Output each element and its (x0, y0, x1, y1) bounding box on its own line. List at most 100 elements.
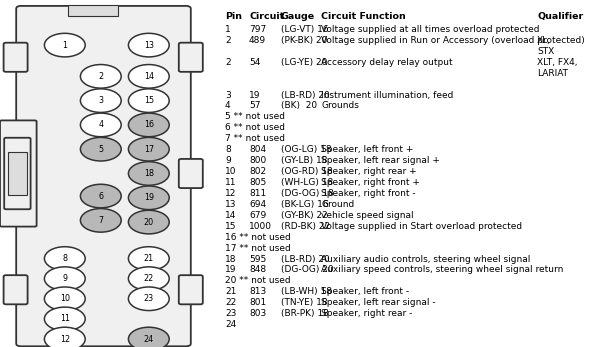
Text: (GY-LB) 18: (GY-LB) 18 (281, 156, 328, 165)
Text: (GY-BK) 22: (GY-BK) 22 (281, 211, 328, 220)
Circle shape (128, 89, 169, 112)
Text: 54: 54 (249, 58, 260, 67)
Text: Auxiliary audio controls, steering wheel signal: Auxiliary audio controls, steering wheel… (321, 254, 530, 263)
Circle shape (128, 137, 169, 161)
Circle shape (128, 186, 169, 210)
Text: 22: 22 (225, 298, 236, 307)
Text: 805: 805 (249, 178, 266, 187)
Text: 4: 4 (98, 120, 103, 129)
Text: 12: 12 (60, 335, 70, 344)
Circle shape (44, 287, 85, 311)
Text: 13: 13 (144, 41, 154, 50)
Text: 16 ** not used: 16 ** not used (225, 232, 291, 242)
Circle shape (128, 210, 169, 234)
Text: 22: 22 (143, 274, 154, 283)
Text: 9: 9 (62, 274, 67, 283)
Circle shape (128, 327, 169, 347)
Text: 5: 5 (98, 145, 103, 154)
Text: 19: 19 (144, 193, 154, 202)
Text: (RD-BK) 22: (RD-BK) 22 (281, 222, 330, 231)
Text: 5 ** not used: 5 ** not used (225, 112, 285, 121)
FancyBboxPatch shape (179, 43, 203, 72)
Circle shape (128, 267, 169, 290)
Text: Grounds: Grounds (321, 101, 359, 110)
Circle shape (128, 113, 169, 137)
Text: 7 ** not used: 7 ** not used (225, 134, 285, 143)
Text: Voltage supplied in Run or Accessory (overload protected): Voltage supplied in Run or Accessory (ov… (321, 36, 585, 45)
Text: 11: 11 (60, 314, 70, 323)
Text: 6 ** not used: 6 ** not used (225, 123, 285, 132)
Text: 1: 1 (225, 25, 231, 34)
Text: (DG-OG) 18: (DG-OG) 18 (281, 189, 334, 198)
Text: (LB-WH) 18: (LB-WH) 18 (281, 287, 332, 296)
Circle shape (128, 33, 169, 57)
Text: Speaker, right rear +: Speaker, right rear + (321, 167, 416, 176)
Text: 23: 23 (225, 309, 236, 318)
FancyBboxPatch shape (4, 275, 28, 304)
Text: 17 ** not used: 17 ** not used (225, 244, 291, 253)
Text: 11: 11 (225, 178, 236, 187)
Text: 2: 2 (98, 72, 103, 81)
Text: (LG-YE) 20: (LG-YE) 20 (281, 58, 327, 67)
Text: 16: 16 (144, 120, 154, 129)
Text: Speaker, left rear signal +: Speaker, left rear signal + (321, 156, 440, 165)
Text: 3: 3 (98, 96, 103, 105)
Text: (PK-BK) 20: (PK-BK) 20 (281, 36, 327, 45)
Circle shape (44, 327, 85, 347)
Text: (TN-YE) 18: (TN-YE) 18 (281, 298, 328, 307)
FancyBboxPatch shape (4, 159, 28, 188)
Text: Speaker, right front -: Speaker, right front - (321, 189, 416, 198)
Text: 595: 595 (249, 254, 266, 263)
Text: (BR-PK) 18: (BR-PK) 18 (281, 309, 329, 318)
Text: XLT, FX4,: XLT, FX4, (537, 58, 577, 67)
FancyBboxPatch shape (8, 152, 27, 195)
Text: 14: 14 (144, 72, 154, 81)
Text: (OG-RD) 18: (OG-RD) 18 (281, 167, 332, 176)
Text: Circuit: Circuit (249, 12, 284, 21)
Text: 3: 3 (225, 91, 231, 100)
Text: Ground: Ground (321, 200, 354, 209)
FancyBboxPatch shape (68, 5, 118, 16)
Circle shape (80, 137, 121, 161)
Text: 489: 489 (249, 36, 266, 45)
Circle shape (80, 209, 121, 232)
Text: 813: 813 (249, 287, 266, 296)
Text: 15: 15 (144, 96, 154, 105)
Text: STX: STX (537, 47, 554, 56)
Text: 1: 1 (62, 41, 67, 50)
Text: 801: 801 (249, 298, 266, 307)
Text: 10: 10 (225, 167, 236, 176)
FancyBboxPatch shape (4, 43, 28, 72)
Circle shape (80, 89, 121, 112)
FancyBboxPatch shape (179, 159, 203, 188)
Text: LARIAT: LARIAT (537, 69, 568, 78)
Text: 24: 24 (144, 335, 154, 344)
Circle shape (44, 307, 85, 331)
Text: 20 ** not used: 20 ** not used (225, 276, 290, 285)
Text: 21: 21 (144, 254, 154, 263)
Text: 10: 10 (60, 294, 70, 303)
Circle shape (80, 113, 121, 137)
Text: Circuit Function: Circuit Function (321, 12, 406, 21)
Text: (DG-OG) 20: (DG-OG) 20 (281, 265, 334, 274)
Text: 679: 679 (249, 211, 266, 220)
Text: 12: 12 (225, 189, 236, 198)
FancyBboxPatch shape (0, 120, 37, 227)
Text: 21: 21 (225, 287, 236, 296)
Text: (BK)  20: (BK) 20 (281, 101, 317, 110)
Text: Speaker, left front -: Speaker, left front - (321, 287, 409, 296)
Text: 8: 8 (62, 254, 67, 263)
Text: (WH-LG) 18: (WH-LG) 18 (281, 178, 333, 187)
FancyBboxPatch shape (179, 275, 203, 304)
Text: 2: 2 (225, 36, 230, 45)
Text: 9: 9 (225, 156, 231, 165)
Text: Speaker, right rear -: Speaker, right rear - (321, 309, 412, 318)
Circle shape (44, 267, 85, 290)
Text: 6: 6 (98, 192, 103, 201)
Text: 17: 17 (144, 145, 154, 154)
Circle shape (128, 287, 169, 311)
Text: vehicle speed signal: vehicle speed signal (321, 211, 413, 220)
Text: 803: 803 (249, 309, 266, 318)
Text: 14: 14 (225, 211, 236, 220)
Text: 804: 804 (249, 145, 266, 154)
